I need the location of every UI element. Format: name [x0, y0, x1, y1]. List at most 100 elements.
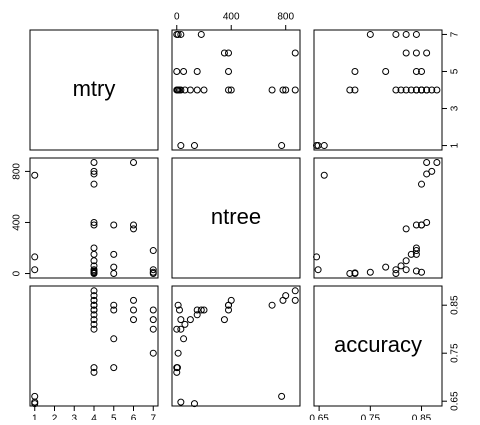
point: [110, 306, 118, 314]
y-tick-label: 3: [450, 105, 461, 111]
point: [193, 67, 201, 75]
panel-frame: [29, 157, 159, 279]
point: [346, 86, 354, 94]
point: [180, 335, 188, 343]
point: [90, 287, 98, 295]
point: [110, 221, 118, 229]
point: [282, 86, 290, 94]
point: [279, 296, 287, 304]
point: [351, 270, 359, 278]
point: [392, 86, 400, 94]
point: [90, 325, 98, 333]
point: [268, 301, 276, 309]
point: [412, 49, 420, 57]
x-tick-label: 0.75: [361, 414, 381, 420]
point: [174, 30, 182, 38]
y-tick-label: 5: [450, 68, 461, 74]
point: [149, 266, 157, 274]
point: [392, 266, 400, 274]
point: [177, 398, 185, 406]
x-tick-label: 4: [91, 414, 97, 420]
point: [90, 364, 98, 372]
point: [149, 316, 157, 324]
point: [412, 221, 420, 229]
x-tick-label: 7: [150, 414, 156, 420]
point: [346, 270, 354, 278]
y-tick-label: 0: [12, 270, 23, 276]
point: [402, 225, 410, 233]
point: [227, 86, 235, 94]
x-tick-label: 6: [131, 414, 137, 420]
point: [90, 296, 98, 304]
point: [175, 86, 183, 94]
point: [174, 349, 182, 357]
point: [130, 316, 138, 324]
point: [412, 267, 420, 275]
point: [90, 221, 98, 229]
point: [412, 250, 420, 258]
point: [320, 171, 328, 179]
point: [197, 306, 205, 314]
point: [31, 392, 39, 400]
point: [225, 86, 233, 94]
x-tick-label: 800: [277, 12, 294, 23]
point: [90, 170, 98, 178]
point: [423, 170, 431, 178]
point: [279, 86, 287, 94]
point: [220, 316, 228, 324]
point: [412, 30, 420, 38]
point: [392, 270, 400, 278]
point: [314, 142, 322, 150]
point: [90, 267, 98, 275]
point: [181, 86, 189, 94]
point: [130, 296, 138, 304]
panel-frame: [29, 285, 159, 407]
point: [291, 86, 299, 94]
point: [412, 247, 420, 255]
panel-frame: [313, 157, 443, 279]
y-tick-label: 400: [12, 214, 23, 231]
point: [200, 306, 208, 314]
point: [130, 225, 138, 233]
point: [402, 49, 410, 57]
point: [90, 368, 98, 376]
point: [90, 270, 98, 278]
point: [90, 301, 98, 309]
point: [186, 86, 194, 94]
point: [418, 268, 426, 276]
panel-frame: [171, 157, 301, 279]
point: [181, 320, 189, 328]
point: [392, 30, 400, 38]
point: [225, 301, 233, 309]
point: [90, 250, 98, 258]
point: [149, 349, 157, 357]
point: [173, 364, 181, 372]
point: [177, 325, 185, 333]
point: [278, 392, 286, 400]
y-tick-label: 0.65: [450, 391, 461, 411]
point: [110, 250, 118, 258]
variable-name: accuracy: [334, 332, 422, 357]
point: [110, 335, 118, 343]
point: [313, 253, 321, 261]
point: [412, 67, 420, 75]
x-tick-label: 0: [174, 12, 180, 23]
point: [382, 263, 390, 271]
point: [90, 292, 98, 300]
point: [110, 301, 118, 309]
point: [173, 368, 181, 376]
point: [110, 364, 118, 372]
point: [31, 253, 39, 261]
point: [90, 257, 98, 265]
point: [173, 67, 181, 75]
point: [397, 86, 405, 94]
point: [407, 86, 415, 94]
point: [366, 30, 374, 38]
point: [197, 30, 205, 38]
point: [320, 142, 328, 150]
point: [190, 142, 198, 150]
point: [90, 218, 98, 226]
y-tick-label: 0.85: [450, 295, 461, 315]
point: [90, 311, 98, 319]
point: [418, 67, 426, 75]
